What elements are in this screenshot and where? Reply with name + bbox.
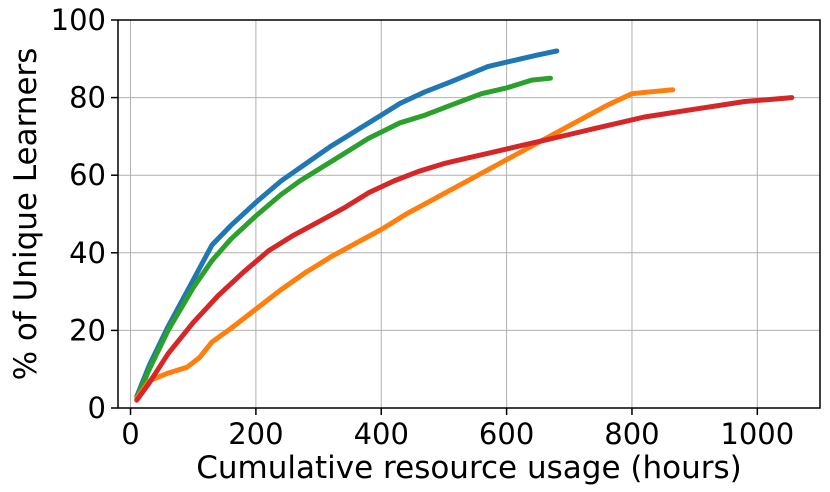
x-tick-label: 600 — [479, 417, 534, 451]
x-tick-label: 200 — [228, 417, 283, 451]
x-tick-label: 800 — [604, 417, 659, 451]
grid — [118, 19, 820, 409]
series-lines — [134, 48, 795, 403]
y-tick-label: 80 — [69, 81, 106, 115]
y-axis-label: % of Unique Learners — [8, 48, 44, 381]
series-line-1 — [134, 48, 560, 399]
series-line-4 — [134, 95, 795, 403]
x-tick-label: 1000 — [720, 417, 794, 451]
y-axis-ticks: 0 20 40 60 80 100 — [51, 3, 118, 425]
x-axis-label: Cumulative resource usage (hours) — [196, 450, 741, 486]
y-tick-label: 40 — [69, 236, 106, 270]
series-line-3 — [134, 87, 676, 401]
x-axis-ticks: 0 200 400 600 800 1000 — [121, 408, 794, 451]
x-tick-label: 0 — [121, 417, 139, 451]
plot-frame — [117, 19, 821, 409]
x-tick-label: 400 — [354, 417, 409, 451]
y-tick-label: 0 — [88, 391, 106, 425]
y-tick-label: 60 — [69, 158, 106, 192]
series-line-2 — [134, 75, 553, 401]
y-tick-label: 100 — [51, 3, 106, 37]
y-tick-label: 20 — [69, 313, 106, 347]
